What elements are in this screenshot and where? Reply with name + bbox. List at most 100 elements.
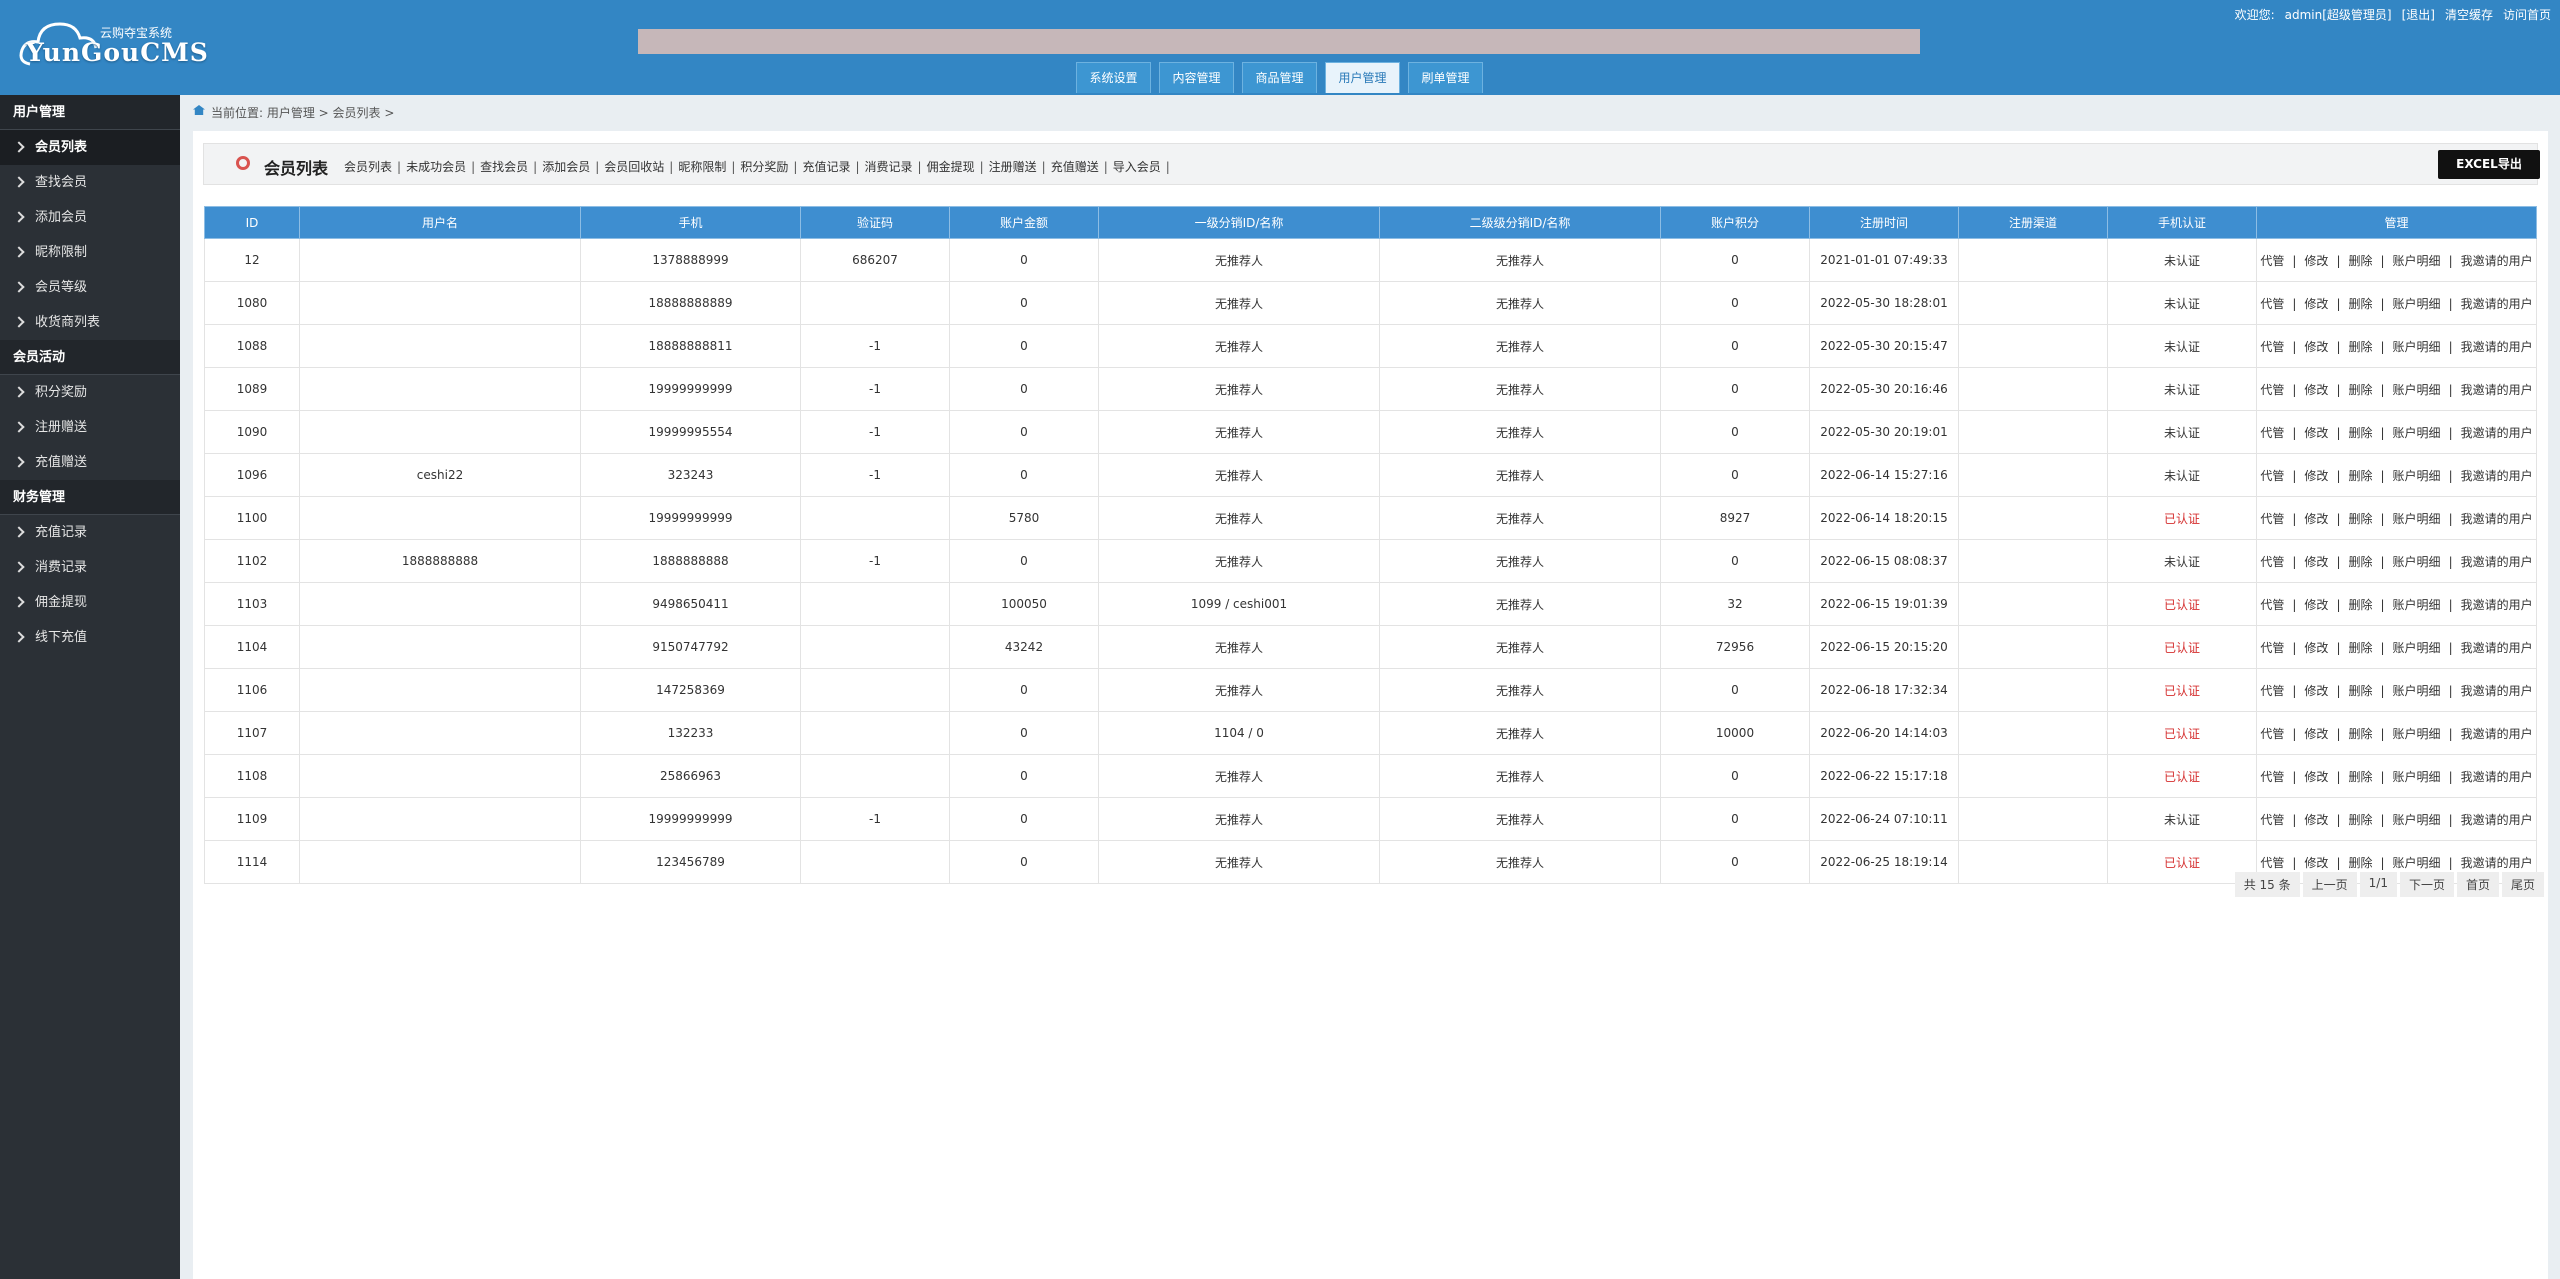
action-link[interactable]: 删除 [2348, 727, 2392, 741]
action-link[interactable]: 账户明细 [2393, 426, 2461, 440]
action-link[interactable]: 账户明细 [2393, 598, 2461, 612]
action-link[interactable]: 我邀请的用户 [2460, 511, 2533, 526]
action-link[interactable]: 修改 [2304, 297, 2348, 311]
action-link[interactable]: 修改 [2304, 856, 2348, 870]
action-link[interactable]: 代管 [2260, 383, 2304, 397]
action-link[interactable]: 代管 [2260, 598, 2304, 612]
action-link[interactable]: 账户明细 [2393, 297, 2461, 311]
sidebar-item[interactable]: 添加会员 [0, 200, 180, 235]
panel-link[interactable]: 积分奖励 [740, 158, 802, 175]
panel-link[interactable]: 会员列表 [344, 158, 406, 175]
action-link[interactable]: 修改 [2304, 641, 2348, 655]
action-link[interactable]: 代管 [2260, 340, 2304, 354]
action-link[interactable]: 代管 [2260, 641, 2304, 655]
action-link[interactable]: 我邀请的用户 [2460, 425, 2533, 440]
pager-item[interactable]: 首页 [2456, 872, 2499, 897]
action-link[interactable]: 代管 [2260, 426, 2304, 440]
action-link[interactable]: 修改 [2304, 512, 2348, 526]
action-link[interactable]: 账户明细 [2393, 684, 2461, 698]
action-link[interactable]: 代管 [2260, 555, 2304, 569]
action-link[interactable]: 账户明细 [2393, 770, 2461, 784]
action-link[interactable]: 删除 [2348, 641, 2392, 655]
sidebar-item[interactable]: 查找会员 [0, 165, 180, 200]
panel-link[interactable]: 添加会员 [542, 158, 604, 175]
action-link[interactable]: 修改 [2304, 813, 2348, 827]
action-link[interactable]: 修改 [2304, 770, 2348, 784]
action-link[interactable]: 代管 [2260, 770, 2304, 784]
action-link[interactable]: 修改 [2304, 469, 2348, 483]
sidebar-item[interactable]: 会员列表 [0, 130, 180, 165]
action-link[interactable]: 我邀请的用户 [2460, 726, 2533, 741]
panel-link[interactable]: 注册赠送 [989, 158, 1051, 175]
action-link[interactable]: 删除 [2348, 383, 2392, 397]
action-link[interactable]: 我邀请的用户 [2460, 339, 2533, 354]
action-link[interactable]: 删除 [2348, 512, 2392, 526]
pager-item[interactable]: 1/1 [2359, 872, 2397, 897]
logo[interactable]: 云购夺宝系统 YunGouCMS [18, 14, 208, 80]
action-link[interactable]: 我邀请的用户 [2460, 296, 2533, 311]
action-link[interactable]: 我邀请的用户 [2460, 812, 2533, 827]
action-link[interactable]: 代管 [2260, 727, 2304, 741]
action-link[interactable]: 代管 [2260, 512, 2304, 526]
sidebar-item[interactable]: 充值记录 [0, 515, 180, 550]
sidebar-item[interactable]: 佣金提现 [0, 585, 180, 620]
sidebar-item[interactable]: 线下充值 [0, 620, 180, 655]
action-link[interactable]: 我邀请的用户 [2460, 597, 2533, 612]
nav-tab[interactable]: 系统设置 [1076, 62, 1151, 93]
action-link[interactable]: 修改 [2304, 598, 2348, 612]
action-link[interactable]: 修改 [2304, 684, 2348, 698]
action-link[interactable]: 我邀请的用户 [2460, 640, 2533, 655]
action-link[interactable]: 账户明细 [2393, 469, 2461, 483]
action-link[interactable]: 代管 [2260, 813, 2304, 827]
panel-link[interactable]: 消费记录 [865, 158, 927, 175]
action-link[interactable]: 删除 [2348, 856, 2392, 870]
action-link[interactable]: 账户明细 [2393, 383, 2461, 397]
action-link[interactable]: 我邀请的用户 [2460, 253, 2533, 268]
action-link[interactable]: 修改 [2304, 727, 2348, 741]
action-link[interactable]: 删除 [2348, 598, 2392, 612]
panel-link[interactable]: 查找会员 [480, 158, 542, 175]
sidebar-item[interactable]: 充值赠送 [0, 445, 180, 480]
action-link[interactable]: 删除 [2348, 426, 2392, 440]
nav-tab[interactable]: 商品管理 [1242, 62, 1317, 93]
action-link[interactable]: 修改 [2304, 254, 2348, 268]
action-link[interactable]: 账户明细 [2393, 856, 2461, 870]
action-link[interactable]: 我邀请的用户 [2460, 769, 2533, 784]
action-link[interactable]: 代管 [2260, 469, 2304, 483]
action-link[interactable]: 代管 [2260, 254, 2304, 268]
action-link[interactable]: 修改 [2304, 426, 2348, 440]
action-link[interactable]: 删除 [2348, 555, 2392, 569]
action-link[interactable]: 删除 [2348, 813, 2392, 827]
action-link[interactable]: 代管 [2260, 297, 2304, 311]
sidebar-item[interactable]: 昵称限制 [0, 235, 180, 270]
sidebar-item[interactable]: 收货商列表 [0, 305, 180, 340]
panel-link[interactable]: 会员回收站 [604, 158, 678, 175]
sidebar-item[interactable]: 积分奖励 [0, 375, 180, 410]
action-link[interactable]: 删除 [2348, 340, 2392, 354]
pager-item[interactable]: 尾页 [2501, 872, 2544, 897]
action-link[interactable]: 我邀请的用户 [2460, 554, 2533, 569]
action-link[interactable]: 我邀请的用户 [2460, 468, 2533, 483]
pager-item[interactable]: 下一页 [2399, 872, 2454, 897]
excel-export[interactable]: EXCEL导出 [2438, 150, 2540, 179]
action-link[interactable]: 我邀请的用户 [2460, 382, 2533, 397]
action-link[interactable]: 账户明细 [2393, 555, 2461, 569]
action-link[interactable]: 删除 [2348, 684, 2392, 698]
action-link[interactable]: 账户明细 [2393, 340, 2461, 354]
logout[interactable]: [退出] [2401, 8, 2435, 22]
action-link[interactable]: 删除 [2348, 770, 2392, 784]
sidebar-item[interactable]: 注册赠送 [0, 410, 180, 445]
action-link[interactable]: 删除 [2348, 254, 2392, 268]
clear-cache[interactable]: 清空缓存 [2444, 8, 2493, 22]
action-link[interactable]: 代管 [2260, 684, 2304, 698]
pager-item[interactable]: 上一页 [2302, 872, 2357, 897]
action-link[interactable]: 账户明细 [2393, 641, 2461, 655]
action-link[interactable]: 账户明细 [2393, 727, 2461, 741]
action-link[interactable]: 代管 [2260, 856, 2304, 870]
nav-tab[interactable]: 刷单管理 [1408, 62, 1483, 93]
panel-link[interactable]: 充值记录 [802, 158, 864, 175]
action-link[interactable]: 账户明细 [2393, 512, 2461, 526]
action-link[interactable]: 修改 [2304, 340, 2348, 354]
panel-link[interactable]: 未成功会员 [406, 158, 480, 175]
action-link[interactable]: 删除 [2348, 469, 2392, 483]
